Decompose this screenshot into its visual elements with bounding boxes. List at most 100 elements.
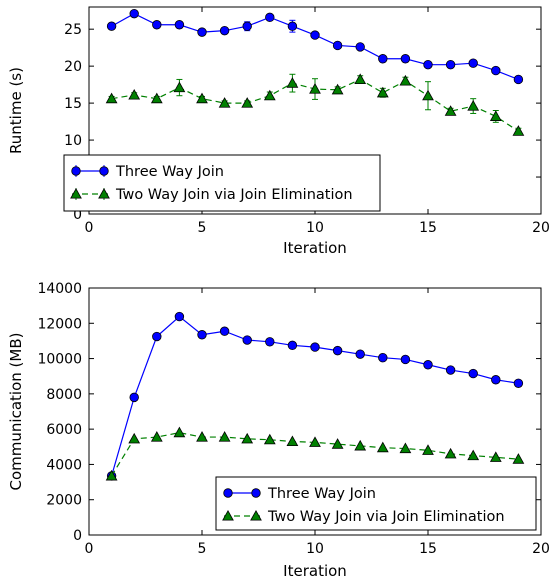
- data-point: [399, 442, 412, 454]
- legend-marker: [70, 187, 82, 199]
- data-point: [468, 58, 478, 68]
- legend-marker: [98, 187, 110, 199]
- data-point: [400, 54, 411, 64]
- x-tick-label: 5: [198, 220, 207, 236]
- legend-marker: [222, 509, 234, 521]
- data-point: [445, 365, 456, 375]
- data-point: [331, 438, 344, 449]
- data-point: [263, 433, 276, 445]
- data-point: [263, 89, 276, 101]
- legend-label: Three Way Join: [115, 164, 224, 180]
- legend-marker: [71, 166, 81, 176]
- data-point: [378, 352, 388, 363]
- legend: Three Way Join Two Way Join via Join Elim…: [215, 476, 537, 531]
- data-point: [376, 441, 389, 453]
- x-tick-label: 20: [532, 541, 550, 557]
- runtime-chart: 051015200510152025IterationRuntime (s)Th…: [7, 6, 550, 257]
- data-point: [265, 12, 275, 23]
- data-point: [129, 8, 139, 19]
- series-three-way-join: [106, 8, 524, 85]
- data-point: [105, 92, 118, 104]
- y-tick-label: 4000: [46, 457, 82, 473]
- data-point: [242, 335, 252, 345]
- y-tick-label: 25: [64, 22, 82, 38]
- data-point: [128, 432, 141, 444]
- legend-box: [215, 476, 537, 531]
- data-point: [197, 330, 207, 340]
- data-point: [400, 354, 411, 365]
- y-tick-label: 0: [73, 207, 82, 223]
- data-point: [197, 27, 207, 37]
- data-point: [309, 83, 321, 94]
- data-point: [355, 42, 365, 52]
- y-tick-label: 8000: [46, 387, 82, 403]
- data-point: [489, 110, 502, 121]
- data-point: [174, 20, 185, 30]
- x-tick-label: 10: [306, 220, 324, 236]
- data-point: [219, 326, 230, 336]
- y-tick-label: 20: [64, 59, 82, 75]
- x-tick-label: 15: [419, 541, 437, 557]
- data-point: [287, 21, 298, 31]
- legend-marker: [250, 509, 262, 521]
- y-axis-label: Runtime (s): [7, 67, 25, 154]
- x-tick-label: 5: [198, 541, 207, 557]
- legend-marker: [99, 166, 109, 176]
- data-point: [376, 86, 389, 98]
- x-tick-label: 20: [532, 220, 550, 236]
- y-tick-label: 10: [64, 133, 82, 149]
- x-axis-label: Iteration: [283, 562, 347, 580]
- data-point: [445, 59, 456, 70]
- data-point: [468, 368, 478, 379]
- series-line: [111, 315, 519, 477]
- data-point: [287, 340, 298, 351]
- data-point: [354, 439, 367, 451]
- data-point: [196, 92, 208, 104]
- y-tick-label: 6000: [46, 422, 82, 438]
- data-point: [332, 40, 343, 51]
- y-tick-label: 15: [64, 96, 82, 112]
- y-tick-label: 12000: [37, 316, 82, 332]
- data-point: [310, 30, 320, 40]
- legend: Three Way Join Two Way Join via Join Elim…: [63, 154, 381, 212]
- data-point: [242, 21, 252, 31]
- data-point: [355, 349, 365, 359]
- data-point: [128, 88, 141, 100]
- data-point: [513, 74, 524, 85]
- y-axis-label: Communication (MB): [7, 333, 25, 491]
- data-point: [286, 77, 299, 88]
- communication-chart: 0 5 10 15 20 0 2000 4000 6000 8000 10000 12000 14000…: [7, 281, 550, 580]
- data-point: [218, 431, 231, 442]
- data-point: [423, 360, 433, 370]
- x-tick-label: 15: [419, 220, 437, 236]
- data-point: [106, 21, 117, 31]
- data-point: [150, 431, 163, 442]
- data-point: [489, 451, 502, 462]
- data-point: [467, 449, 480, 461]
- data-point: [173, 81, 186, 93]
- series-two-way-join: [105, 73, 525, 136]
- data-point: [422, 444, 434, 455]
- data-point: [513, 378, 524, 388]
- y-tick-label: 14000: [37, 281, 82, 297]
- data-point: [150, 92, 163, 104]
- y-tick-label: 0: [73, 528, 82, 544]
- data-point: [491, 65, 501, 76]
- legend-label: Two Way Join via Join Elimination: [267, 509, 505, 525]
- series-two-way-join: [105, 426, 525, 481]
- series-line: [111, 12, 519, 81]
- data-point: [422, 89, 434, 101]
- legend-label: Three Way Join: [267, 486, 376, 502]
- data-point: [219, 25, 230, 36]
- data-point: [378, 54, 388, 64]
- legend-marker: [223, 488, 233, 498]
- data-point: [152, 331, 162, 342]
- legend-box: [63, 154, 381, 212]
- data-point: [444, 447, 457, 459]
- data-point: [129, 392, 139, 403]
- data-point: [241, 97, 254, 108]
- data-point: [444, 105, 457, 116]
- x-tick-label: 0: [85, 220, 94, 236]
- data-point: [491, 375, 501, 385]
- data-point: [174, 311, 185, 322]
